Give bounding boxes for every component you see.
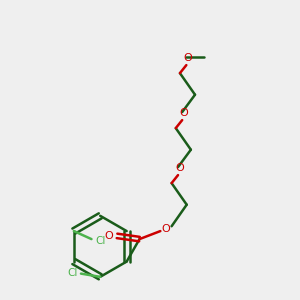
Text: O: O [179, 108, 188, 118]
Text: O: O [183, 53, 192, 63]
Text: Cl: Cl [95, 236, 105, 246]
Text: O: O [105, 231, 113, 241]
Text: O: O [162, 224, 170, 235]
Text: Cl: Cl [68, 268, 78, 278]
Text: O: O [175, 163, 184, 173]
